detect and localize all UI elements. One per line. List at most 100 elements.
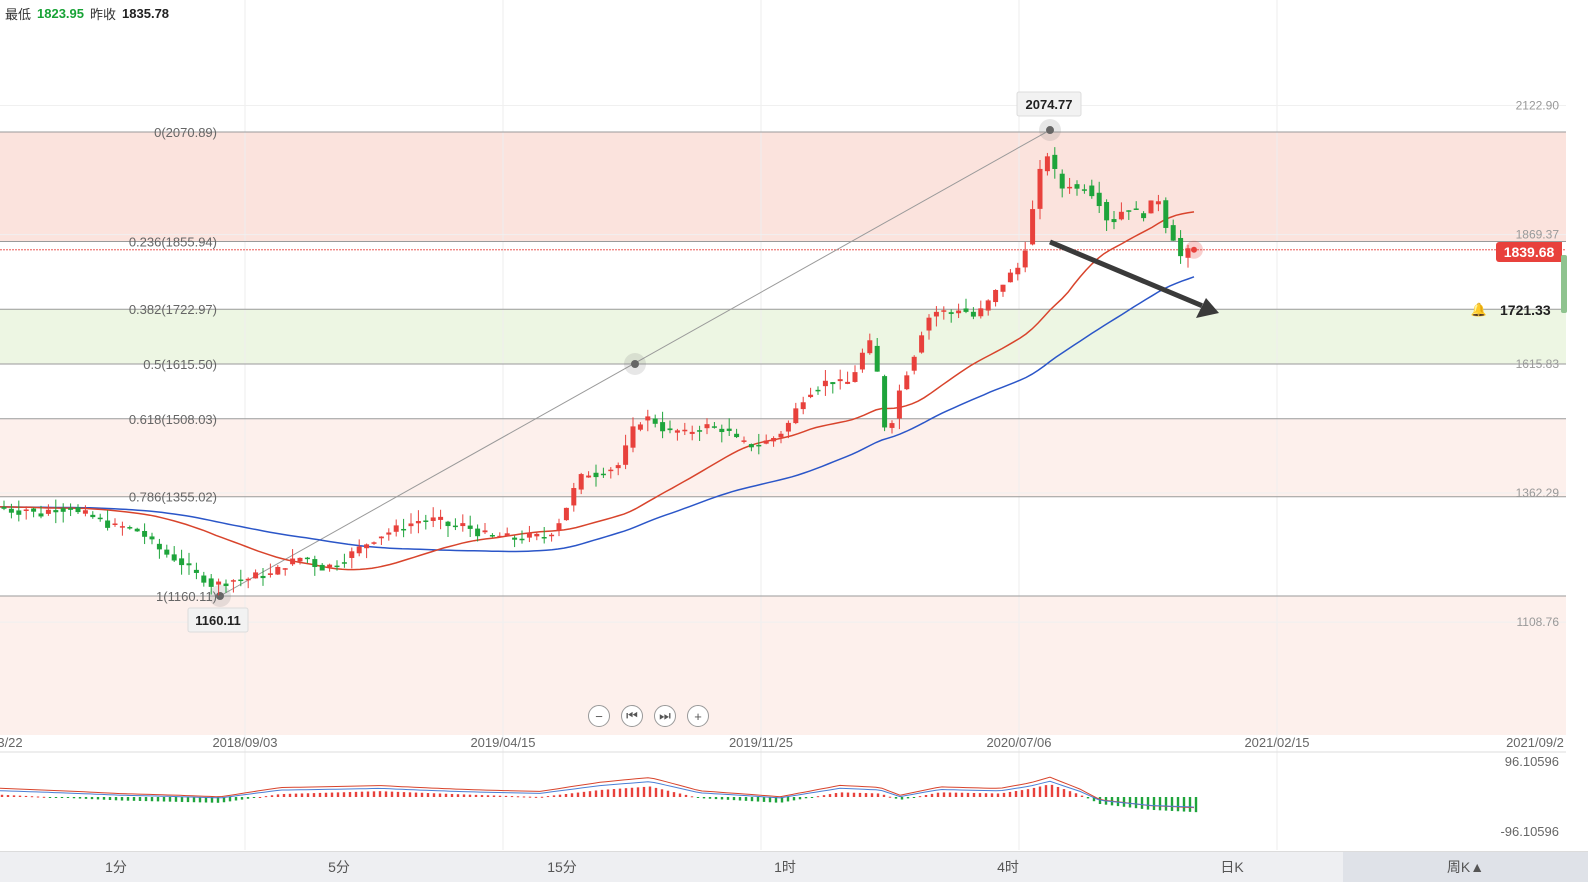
macd-bar [756,797,760,802]
macd-bar [576,792,580,797]
candle-body [475,528,481,537]
candle-body [852,372,858,382]
macd-bar [708,797,712,799]
candle-body [837,379,843,382]
macd-bar [504,795,508,797]
candle-body [815,389,821,392]
macd-bar [354,791,358,797]
candle-body [682,429,688,432]
bell-icon[interactable]: 🔔 [1470,302,1488,317]
candlestick-chart[interactable]: 2122.901869.371615.831362.291108.760(207… [0,0,1588,851]
candle-body [201,575,207,583]
candle-body [993,289,999,303]
macd-bar [1050,784,1054,797]
macd-bar [870,793,874,797]
candle-body [734,433,740,438]
macd-bar [864,793,868,797]
scroll-end-button[interactable]: ⏭ [654,705,676,727]
candle-body [859,352,865,370]
macd-bar [684,794,688,797]
fib-band [0,132,1566,242]
candle-body [1000,284,1006,292]
macd-bar [774,797,778,803]
candle-body [704,424,710,429]
macd-bar [498,795,502,797]
macd-bar [954,792,958,797]
fib-label: 1(1160.11) [156,589,217,604]
macd-bar [780,797,784,803]
timeframe-4h[interactable]: 4时 [997,859,1019,875]
macd-bar [54,797,58,798]
macd-bar [384,791,388,797]
macd-bar [1020,790,1024,797]
scroll-start-button[interactable]: ⏮ [621,705,643,727]
ma-line-red [0,211,1195,571]
timeframe-5min[interactable]: 5分 [328,859,350,875]
macd-bar [168,797,172,802]
candle-body [793,408,799,424]
candle-body [45,509,51,514]
candle-body [489,535,495,537]
macd-bar [306,793,310,797]
candle-body [193,569,199,573]
macd-bar [960,792,964,797]
candle-body [956,310,962,314]
timeframe-15min[interactable]: 15分 [547,859,577,875]
price-scroll-indicator[interactable] [1561,255,1567,313]
candle-body [16,510,22,515]
macd-bar [450,793,454,797]
candle-body [911,356,917,371]
candle-body [748,444,754,448]
macd-bar [1026,789,1030,797]
candle-body [719,428,725,433]
candle-body [393,525,399,532]
macd-bar [690,796,694,798]
timeframe-1min[interactable]: 1分 [105,859,127,875]
macd-bar [324,792,328,797]
candle-body [808,394,814,398]
macd-bar [78,797,82,799]
macd-bar [186,797,190,803]
timeframe-daily[interactable]: 日K [1220,859,1244,875]
candle-body [652,418,658,424]
macd-bar [510,796,514,798]
macd-bar [1014,791,1018,797]
macd-bar [996,793,1000,797]
timeframe-weekly[interactable]: 周K▲ [1343,852,1588,882]
macd-bar [162,797,166,802]
candle-body [1141,213,1147,219]
candle-body [645,416,651,421]
macd-bar [264,796,268,798]
macd-bar [96,797,100,800]
candle-body [297,557,303,562]
zoom-out-button[interactable]: − [588,705,610,727]
macd-bar [294,793,298,797]
candle-body [1022,250,1028,268]
macd-bar [696,797,700,798]
macd-bar [912,797,916,798]
macd-bar [894,797,898,799]
candle-body [1126,210,1132,212]
low-marker-box [187,607,249,633]
candle-body [1163,200,1169,228]
macd-bar [1122,797,1126,807]
candle-body [267,573,273,575]
candle-body [304,557,310,560]
last-price-dot [1191,246,1197,253]
macd-bar [1098,797,1102,804]
macd-bar [234,797,238,801]
candle-body [105,520,111,528]
macd-bar [18,795,22,797]
fib-label: 0.382(1722.97) [129,302,217,317]
candle-body [156,543,162,550]
candle-body [23,509,29,511]
candle-body [637,424,643,430]
macd-bar [1128,797,1132,808]
y-tick-label: 2122.90 [1516,99,1560,113]
candle-body [711,426,717,428]
macd-bar [720,797,724,800]
zoom-in-button[interactable]: + [687,705,709,727]
macd-bar [1068,791,1072,797]
macd-bar [858,792,862,797]
timeframe-1h[interactable]: 1时 [774,859,796,875]
